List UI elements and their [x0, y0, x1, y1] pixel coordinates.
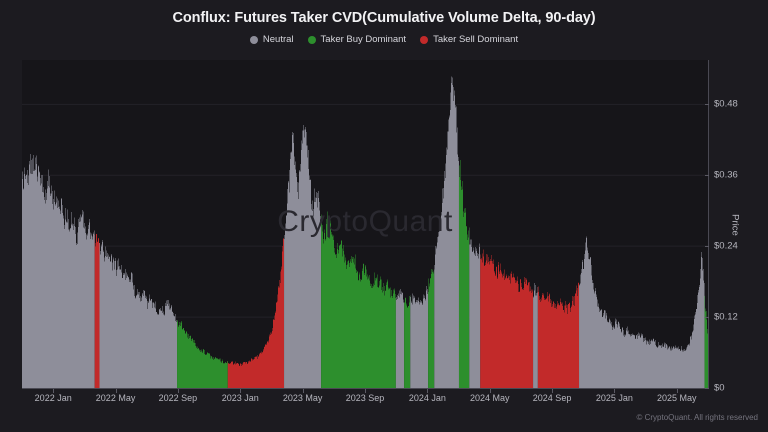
legend-label: Taker Sell Dominant: [433, 34, 519, 45]
y-tick-mark: [705, 104, 709, 106]
x-tick-label: 2023 Jan: [221, 393, 259, 403]
x-tick-mark: [240, 389, 242, 393]
chart-canvas: [22, 71, 708, 388]
legend-swatch-neutral-icon: [249, 35, 258, 44]
x-tick-mark: [676, 389, 678, 393]
area-band-neutral: [410, 285, 429, 388]
page-title: Conflux: Futures Taker CVD(Cumulative Vo…: [172, 10, 596, 26]
area-band-buy: [704, 288, 708, 388]
area-band-neutral: [469, 228, 481, 388]
area-band-neutral: [434, 71, 459, 388]
area-band-buy: [404, 295, 411, 388]
chart-legend: Neutral Taker Buy Dominant Taker Sell Domi…: [0, 34, 768, 45]
area-band-buy: [428, 267, 435, 388]
x-tick-mark: [53, 389, 55, 393]
legend-item-buy[interactable]: Taker Buy Dominant: [307, 34, 407, 45]
y-tick-label: $0.36: [714, 169, 738, 181]
area-band-neutral: [579, 236, 705, 388]
x-tick-mark: [302, 389, 304, 393]
legend-swatch-sell-icon: [420, 35, 429, 44]
x-tick-label: 2022 Jan: [34, 393, 72, 403]
area-band-neutral: [99, 239, 178, 388]
x-tick-mark: [427, 389, 429, 393]
x-tick-label: 2025 May: [657, 393, 697, 403]
y-tick-mark: [705, 317, 709, 319]
x-tick-label: 2022 May: [95, 393, 136, 403]
y-tick-label: $0.12: [714, 311, 738, 323]
area-band-sell: [480, 248, 534, 388]
x-tick-label: 2024 Sep: [532, 393, 572, 403]
y-axis-line: [708, 60, 709, 389]
y-axis-title: Price: [729, 214, 741, 236]
x-tick-mark: [365, 389, 366, 393]
x-tick-label: 2024 Jan: [408, 393, 446, 403]
x-tick-mark: [614, 389, 616, 393]
area-band-buy: [177, 318, 228, 388]
x-tick-label: 2025 Jan: [595, 393, 633, 403]
x-tick-label: 2024 May: [469, 393, 510, 403]
legend-label: Taker Buy Dominant: [320, 34, 407, 45]
x-tick-label: 2022 Sep: [158, 393, 198, 403]
x-axis-line: [22, 388, 709, 389]
area-band-neutral: [395, 286, 405, 388]
area-band-neutral: [533, 282, 538, 388]
legend-item-sell[interactable]: Taker Sell Dominant: [420, 34, 518, 45]
x-tick-mark: [552, 389, 554, 393]
x-tick-mark: [489, 389, 491, 393]
x-tick-mark: [115, 389, 117, 393]
area-band-sell: [537, 281, 580, 388]
legend-item-neutral[interactable]: Neutral: [249, 34, 294, 45]
y-tick-label: $0.24: [714, 240, 738, 252]
y-tick-label: $0.48: [714, 98, 738, 110]
cvd-regime-area-series: [22, 71, 708, 388]
copyright-notice: © CryptoQuant. All rights reserved: [636, 413, 759, 422]
area-band-buy: [321, 210, 396, 388]
area-band-neutral: [284, 124, 322, 388]
legend-swatch-buy-icon: [307, 35, 316, 44]
y-tick-mark: [705, 388, 709, 389]
plot-area: [22, 60, 708, 388]
x-tick-mark: [177, 389, 179, 393]
y-tick-mark: [705, 175, 709, 177]
x-tick-label: 2023 Sep: [345, 393, 385, 403]
area-band-sell: [227, 237, 285, 388]
x-tick-label: 2023 May: [282, 393, 323, 403]
area-band-sell: [94, 233, 100, 388]
legend-label: Neutral: [262, 34, 294, 45]
y-tick-label: $0: [714, 382, 725, 394]
area-band-neutral: [22, 146, 95, 388]
y-tick-mark: [705, 246, 709, 248]
area-band-buy: [458, 157, 470, 388]
